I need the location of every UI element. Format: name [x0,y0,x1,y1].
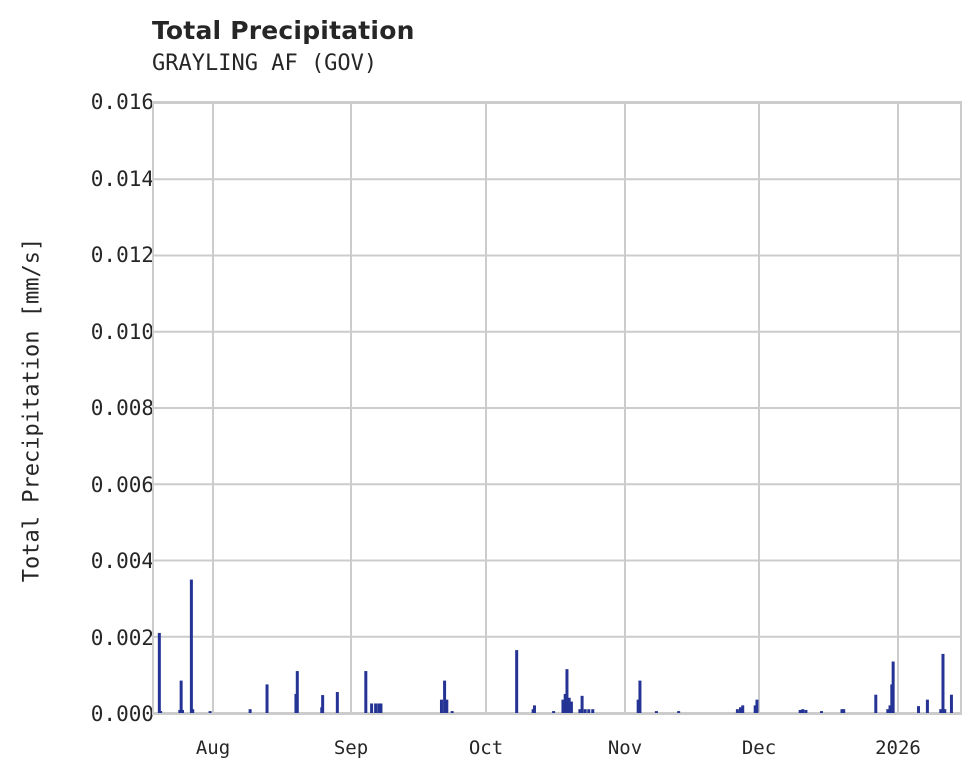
precip-bar [580,695,584,713]
precip-bar [248,709,252,713]
precip-bar [739,707,743,713]
precip-bar [157,632,161,713]
precip-bar [159,711,163,713]
precip-bar [804,709,808,713]
precip-bar [939,709,943,713]
x-tick-label: Aug [195,737,231,759]
y-tick-label: 0.014 [90,166,154,191]
precip-bar [755,699,759,713]
y-tick-label: 0.008 [90,396,154,420]
precip-bar [439,699,443,713]
precip-bar [208,711,212,713]
precip-bar [874,694,878,713]
precip-bar [379,703,383,713]
precip-bar [636,699,640,713]
y-tick-label: 0.006 [90,472,154,497]
precip-bar [949,694,953,713]
precip-bar [638,680,642,713]
precip-bar [840,709,844,713]
precip-bar [591,709,595,713]
x-tick-label: Oct [468,737,504,759]
y-tick-label: 0.012 [90,243,154,267]
precip-bar [515,650,519,713]
precip-bar [377,703,381,713]
y-tick-label: 0.000 [90,702,154,726]
precip-bar [370,703,374,713]
chart-title: Total Precipitation [152,16,415,45]
precip-bar [925,699,929,713]
bar-series [154,103,960,713]
precip-bar [450,711,454,713]
y-tick-label: 0.004 [90,549,154,573]
y-tick-label: 0.016 [90,90,154,114]
precip-bar [180,709,184,713]
precip-bar [565,669,569,713]
y-tick-label: 0.010 [90,319,154,344]
x-tick-label: Dec [741,737,777,759]
precip-bar [891,661,895,713]
precip-bar [295,671,299,713]
precip-bar [191,709,195,713]
precip-bar [552,711,556,713]
precip-bar [265,684,269,713]
precip-bar [569,701,573,713]
precip-bar [335,692,339,713]
chart-subtitle: GRAYLING AF (GOV) [152,51,378,76]
precip-bar [798,709,802,713]
precip-bar [567,697,571,713]
precip-bar [941,653,945,713]
precip-bar [179,680,183,713]
x-tick-label: Nov [607,737,643,759]
precip-bar [735,709,739,713]
precip-bar [888,705,892,713]
precip-bar [842,709,846,713]
precip-bar [943,709,947,713]
precip-bar [189,579,193,713]
x-tick-label: 2026 [875,737,921,759]
precip-bar [917,706,921,713]
precip-bar [364,671,368,713]
precip-bar [374,703,378,713]
precip-bar [801,709,805,713]
y-tick-label: 0.002 [90,625,154,650]
plot-area [152,101,962,715]
precip-bar [886,709,890,713]
precip-bar [820,711,823,713]
precip-bar [654,711,658,713]
precip-bar [532,705,536,713]
precip-bar [321,695,325,713]
x-tick-label: Sep [333,737,369,759]
precip-bar [445,699,449,713]
precip-bar [587,709,591,713]
precip-bar [561,699,565,713]
y-axis-label: Total Precipitation [mm/s] [19,237,45,583]
precip-bar [741,705,745,713]
precip-bar [583,709,587,713]
precip-bar [443,680,447,713]
precip-bar [578,709,582,713]
precip-bar [563,693,567,713]
precip-bar [753,705,757,713]
precip-bar [677,711,681,713]
